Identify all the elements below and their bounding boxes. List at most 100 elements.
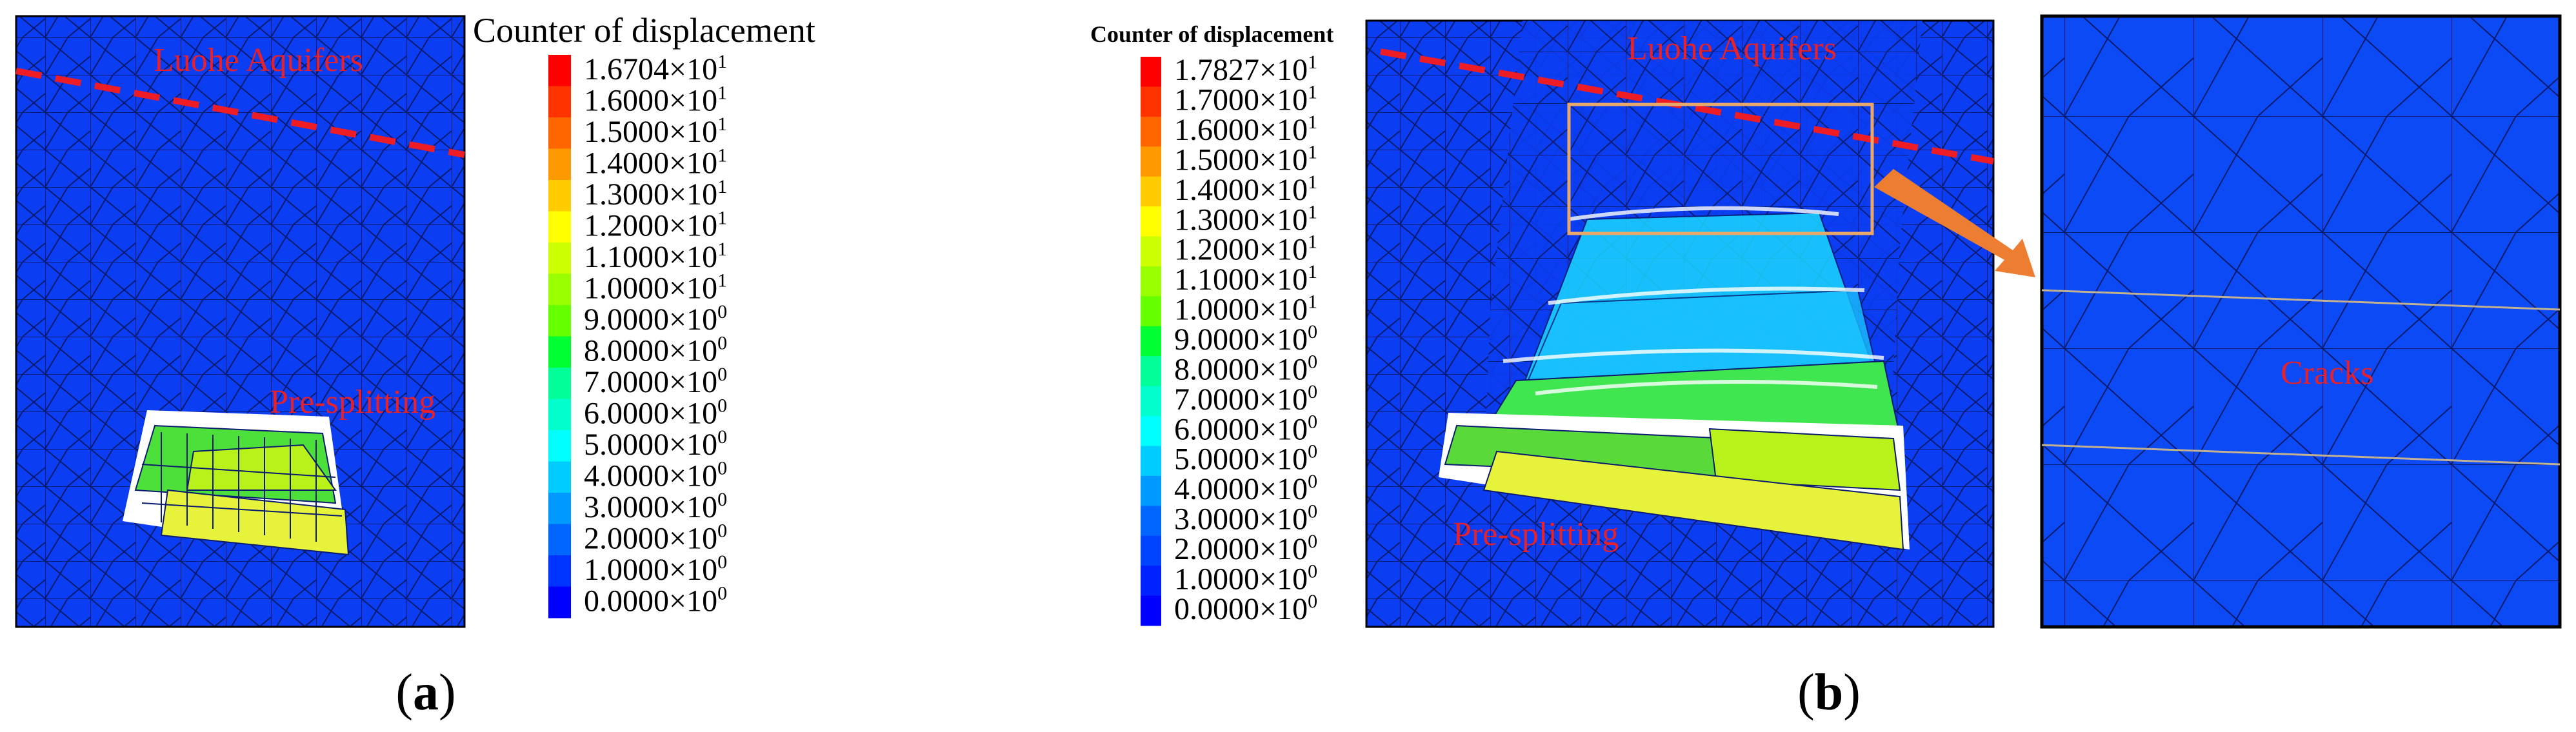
panel-b-legend: 1.7827×1011.7000×1011.6000×1011.5000×101…: [1141, 52, 1317, 626]
legend-swatch: [548, 180, 571, 212]
legend-swatch: [548, 55, 571, 86]
legend-swatch: [548, 148, 571, 181]
legend-swatch: [548, 493, 571, 524]
legend-swatch: [1141, 566, 1161, 597]
legend-value: 1.2000×101: [1174, 232, 1317, 267]
legend-value: 7.0000×100: [1174, 381, 1317, 417]
legend-value: 1.0000×101: [584, 270, 727, 305]
legend-value: 3.0000×100: [1174, 501, 1317, 537]
legend-value: 9.0000×100: [584, 301, 727, 337]
panel-a-model: [15, 15, 466, 628]
legend-value: 2.0000×100: [584, 520, 727, 555]
panel-a-aquifer-label: Luohe Aquifers: [154, 42, 363, 79]
legend-value: 2.0000×100: [1174, 531, 1317, 566]
legend-swatch: [548, 117, 571, 149]
legend-swatch: [548, 273, 571, 306]
legend-value: 1.3000×101: [584, 176, 727, 212]
legend-value: 1.6704×101: [584, 51, 727, 86]
panel-a-letter: (a): [395, 664, 455, 721]
legend-swatch: [548, 211, 571, 243]
legend-swatch: [548, 586, 571, 618]
panel-b-caved-block-yellowgreen: [1708, 428, 1901, 491]
legend-swatch: [1141, 176, 1161, 207]
panel-a-legend: 1.6704×1011.6000×1011.5000×1011.4000×101…: [548, 51, 727, 618]
legend-swatch: [1141, 57, 1161, 87]
legend-swatch: [1141, 386, 1161, 417]
legend-swatch: [548, 86, 571, 118]
legend-swatch: [548, 399, 571, 431]
panel-b-zoom-inset: [2040, 14, 2562, 629]
legend-value: 1.4000×101: [1174, 172, 1317, 207]
panel-a-caved-block-yellow: [160, 489, 350, 556]
legend-swatch: [1141, 116, 1161, 147]
legend-value: 9.0000×100: [1174, 321, 1317, 357]
legend-swatch: [1141, 506, 1161, 537]
legend-value: 8.0000×100: [584, 332, 727, 368]
panel-a-legend-title: Counter of displacement: [473, 11, 815, 50]
legend-value: 1.5000×101: [1174, 141, 1317, 177]
legend-value: 1.3000×101: [1174, 201, 1317, 237]
legend-value: 5.0000×100: [584, 426, 727, 462]
legend-swatch: [548, 336, 571, 368]
legend-swatch: [1141, 356, 1161, 387]
panel-b-zoom-arrow: [1874, 169, 2035, 277]
legend-swatch: [1141, 595, 1161, 626]
legend-swatch: [548, 555, 571, 587]
legend-swatch: [1141, 326, 1161, 357]
legend-swatch: [548, 524, 571, 556]
panel-b-legend-title: Counter of displacement: [1090, 21, 1333, 47]
legend-swatch: [548, 305, 571, 337]
legend-value: 1.6000×101: [584, 82, 727, 117]
legend-value: 7.0000×100: [584, 364, 727, 399]
panel-a-aquifer-boundary: [15, 68, 465, 158]
zoom-inset-mesh: [2040, 14, 2562, 629]
legend-value: 1.0000×100: [584, 551, 727, 587]
legend-value: 0.0000×100: [584, 582, 727, 618]
panel-a-presplit-label: Pre-splitting: [270, 384, 435, 420]
legend-swatch: [548, 242, 571, 274]
legend-swatch: [1141, 475, 1161, 506]
legend-swatch: [1141, 296, 1161, 327]
legend-value: 1.4000×101: [584, 144, 727, 180]
legend-value: 1.7827×101: [1174, 52, 1317, 87]
legend-value: 8.0000×100: [1174, 351, 1317, 386]
panel-b-letter: (b): [1797, 664, 1861, 721]
panel-b-bed-separation-cracks: [1503, 206, 1884, 395]
legend-value: 6.0000×100: [584, 395, 727, 430]
legend-value: 5.0000×100: [1174, 441, 1317, 477]
legend-value: 1.5000×101: [584, 114, 727, 149]
panel-a-caved-mesh: [141, 432, 343, 542]
legend-swatch: [1141, 446, 1161, 477]
panel-b-aquifer-boundary: [1380, 48, 1994, 164]
panel-b-presplit-label: Pre-splitting: [1453, 516, 1619, 553]
zoom-inset-crack-lines: [2041, 289, 2561, 466]
legend-value: 1.1000×101: [584, 239, 727, 274]
legend-swatch: [548, 461, 571, 493]
legend-value: 3.0000×100: [584, 489, 727, 524]
legend-value: 1.7000×101: [1174, 82, 1317, 117]
legend-value: 4.0000×100: [584, 457, 727, 493]
legend-swatch: [1141, 535, 1161, 566]
legend-value: 4.0000×100: [1174, 471, 1317, 506]
legend-value: 1.0000×100: [1174, 560, 1317, 596]
panel-a-caved-block-yellowgreen: [186, 444, 337, 491]
legend-swatch: [548, 368, 571, 399]
legend-value: 6.0000×100: [1174, 411, 1317, 446]
panel-b-caved-block-yellow: [1483, 450, 1904, 551]
panel-b-cracks-label: Cracks: [2281, 355, 2373, 391]
legend-swatch: [1141, 236, 1161, 267]
legend-swatch: [1141, 266, 1161, 297]
legend-swatch: [1141, 86, 1161, 117]
legend-swatch: [1141, 416, 1161, 446]
panel-b-aquifer-label: Luohe Aquifers: [1627, 30, 1837, 67]
legend-swatch: [1141, 146, 1161, 177]
legend-value: 1.6000×101: [1174, 112, 1317, 147]
panel-b-model: [1365, 19, 2035, 628]
legend-value: 1.1000×101: [1174, 261, 1317, 297]
legend-value: 0.0000×100: [1174, 591, 1317, 626]
legend-swatch: [548, 430, 571, 462]
panel-b-highlight-box: [1567, 103, 1874, 235]
legend-value: 1.2000×101: [584, 207, 727, 242]
legend-value: 1.0000×101: [1174, 292, 1317, 327]
